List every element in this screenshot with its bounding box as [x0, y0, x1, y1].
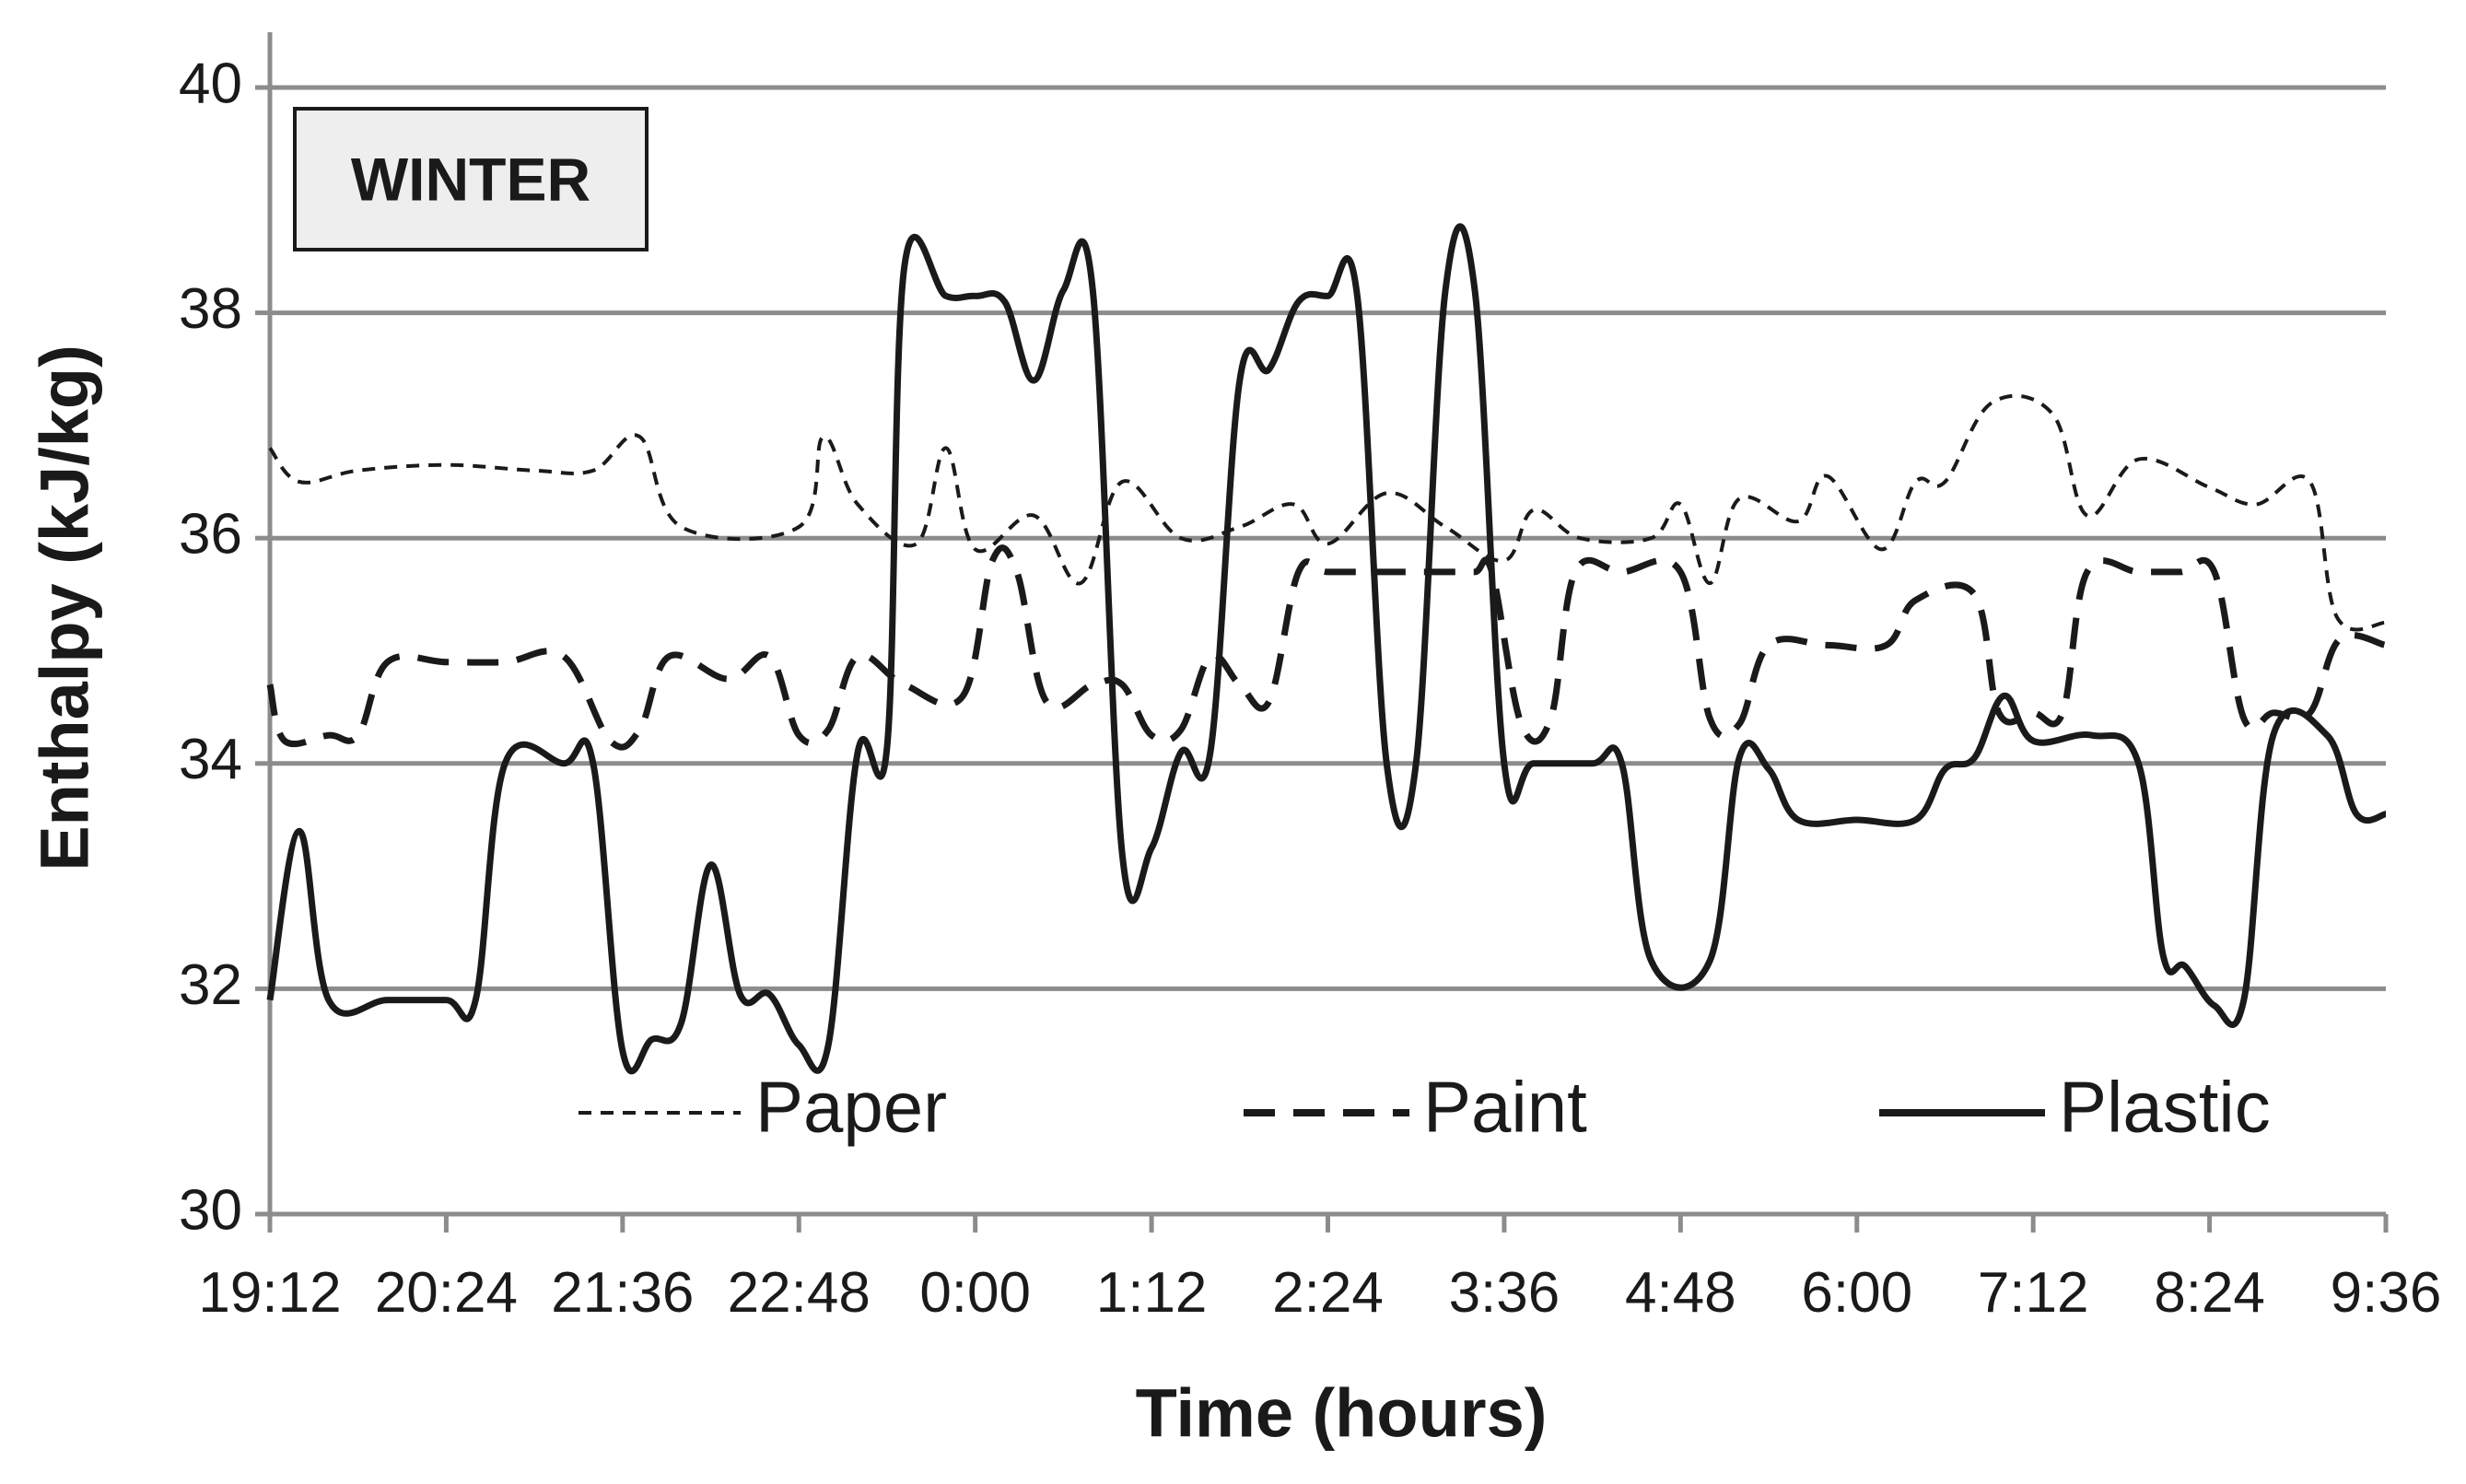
y-tick-label-40: 40: [179, 52, 242, 115]
x-tick-label: 1:12: [1096, 1261, 1208, 1325]
series-lines: [266, 223, 2387, 1075]
x-tick-label: 2:24: [1272, 1261, 1384, 1325]
x-axis-title: Time (hours): [1136, 1375, 1548, 1452]
winter-label-background: [293, 107, 649, 251]
winter-label: WINTER: [351, 145, 590, 213]
x-tick-label: 8:24: [2154, 1261, 2265, 1325]
x-tick-label: 22:48: [728, 1261, 871, 1325]
y-tick-label-32: 32: [179, 953, 242, 1017]
legend-label-paper: Paper: [755, 1067, 947, 1148]
legend: Paper Paint Plastic: [579, 1067, 2271, 1148]
x-tick-label: 6:00: [1801, 1261, 1912, 1325]
y-tick-label-30: 30: [179, 1178, 242, 1242]
x-tick-label: 20:24: [375, 1261, 518, 1325]
y-tick-label-34: 34: [179, 728, 242, 791]
x-tick-label: 0:00: [919, 1261, 1031, 1325]
legend-label-paint: Paint: [1423, 1067, 1587, 1148]
x-tick-label: 4:48: [1625, 1261, 1736, 1325]
gridlines: [270, 85, 2386, 991]
x-tick-label: 21:36: [551, 1261, 694, 1325]
legend-label-plastic: Plastic: [2059, 1067, 2271, 1148]
y-tick-label-36: 36: [179, 503, 242, 567]
axes: 30 32 34 36 38 40 19:12 20:24 21:36 22:48 0:00 1:12…: [179, 32, 2441, 1325]
y-tick-label-38: 38: [179, 277, 242, 341]
winter-label-box: WINTER: [293, 107, 649, 251]
x-tick-label: 19:12: [198, 1261, 341, 1325]
x-tick-label: 7:12: [1978, 1261, 2089, 1325]
x-tick-label: 3:36: [1449, 1261, 1560, 1325]
series-line-paper: [268, 393, 2387, 632]
series-line-plastic: [266, 223, 2387, 1075]
y-axis-title: Enthalpy (kJ/kg): [27, 345, 103, 871]
x-tick-label: 9:36: [2331, 1261, 2442, 1325]
series-line-paint: [266, 544, 2387, 751]
